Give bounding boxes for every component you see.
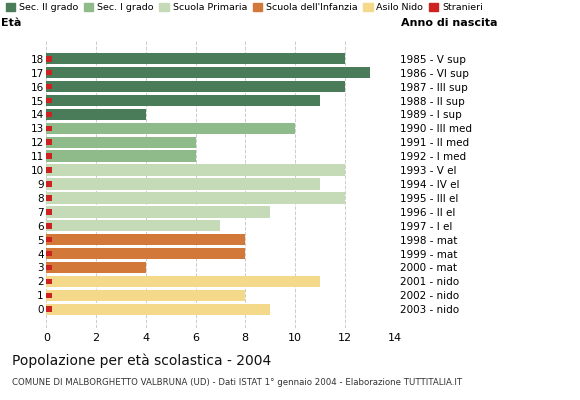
Bar: [46, 209, 52, 215]
Bar: [46, 98, 52, 103]
Bar: [46, 84, 52, 90]
Bar: [46, 136, 195, 148]
Bar: [46, 278, 52, 284]
Bar: [46, 109, 146, 120]
Bar: [46, 56, 52, 62]
Bar: [46, 150, 195, 162]
Bar: [46, 181, 52, 187]
Bar: [46, 292, 52, 298]
Bar: [46, 223, 52, 228]
Bar: [46, 195, 52, 201]
Bar: [46, 265, 52, 270]
Bar: [46, 126, 52, 131]
Bar: [46, 251, 52, 256]
Bar: [46, 81, 345, 92]
Bar: [46, 206, 270, 218]
Bar: [46, 53, 345, 64]
Text: Anno di nascita: Anno di nascita: [401, 18, 498, 28]
Bar: [46, 167, 52, 173]
Bar: [46, 178, 320, 190]
Bar: [46, 276, 320, 287]
Bar: [46, 153, 52, 159]
Bar: [46, 262, 146, 273]
Bar: [46, 248, 245, 259]
Bar: [46, 234, 245, 245]
Bar: [46, 140, 52, 145]
Bar: [46, 112, 52, 117]
Legend: Sec. II grado, Sec. I grado, Scuola Primaria, Scuola dell'Infanzia, Asilo Nido, : Sec. II grado, Sec. I grado, Scuola Prim…: [6, 3, 483, 12]
Bar: [46, 306, 52, 312]
Bar: [46, 164, 345, 176]
Text: Età: Età: [1, 18, 21, 28]
Bar: [46, 237, 52, 242]
Bar: [46, 95, 320, 106]
Bar: [46, 67, 369, 78]
Bar: [46, 304, 270, 315]
Text: COMUNE DI MALBORGHETTO VALBRUNA (UD) - Dati ISTAT 1° gennaio 2004 - Elaborazione: COMUNE DI MALBORGHETTO VALBRUNA (UD) - D…: [12, 378, 462, 387]
Text: Popolazione per età scolastica - 2004: Popolazione per età scolastica - 2004: [12, 354, 271, 368]
Bar: [46, 123, 295, 134]
Bar: [46, 70, 52, 76]
Bar: [46, 220, 220, 232]
Bar: [46, 192, 345, 204]
Bar: [46, 290, 245, 301]
